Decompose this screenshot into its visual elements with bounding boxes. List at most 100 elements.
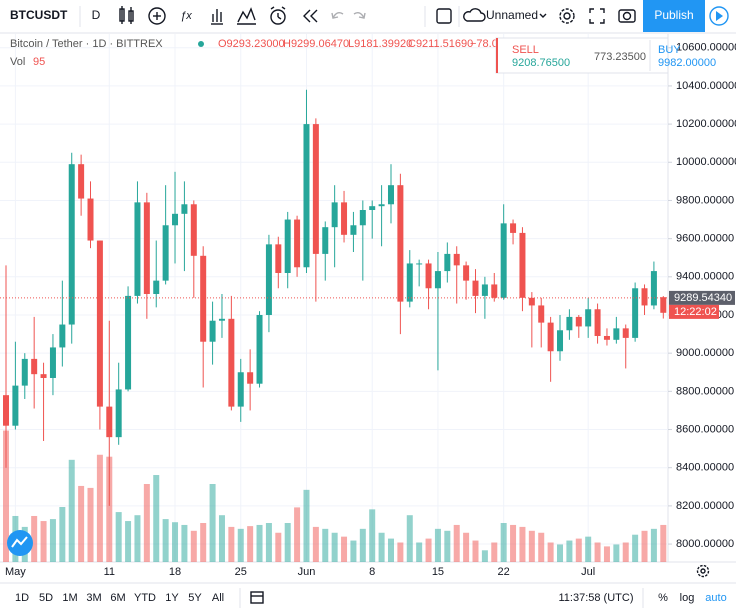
chart-name[interactable]: Unnamed [486,8,538,22]
candle-body [190,204,197,256]
range-button[interactable]: 1M [62,592,77,604]
candle-body [632,288,639,338]
indicators-icon[interactable]: ƒx [180,10,192,22]
chevron[interactable] [539,13,547,18]
buy-price[interactable]: 9982.00000 [658,57,716,69]
undo-button[interactable] [331,11,344,19]
redo-button[interactable] [353,11,366,19]
volume-bar [153,475,160,562]
candle-body [660,297,667,313]
publish-button[interactable] [643,0,705,32]
candle-body [528,297,535,306]
snapshot-button[interactable] [618,9,636,23]
volume-bar [434,528,441,562]
volume-bar [331,532,338,562]
x-tick-label: Jun [298,566,316,578]
range-button[interactable]: 6M [110,592,125,604]
volume-bar [387,538,394,562]
auto-toggle[interactable]: auto [705,592,726,604]
range-button[interactable]: 3M [86,592,101,604]
x-tick-label: May [5,566,26,578]
x-tick-label: 18 [169,566,181,578]
volume-bar [322,528,329,562]
range-button[interactable]: 1Y [165,592,179,604]
legend-change: −78.0 [470,38,498,50]
symbol[interactable]: BTCUSDT [10,8,68,22]
volume-bar [275,532,282,562]
candle-body [341,202,348,235]
volume-bar [134,515,141,562]
sell-label[interactable]: SELL [512,44,539,56]
y-tick-label: 8800.00000 [676,385,734,397]
indicator-templates-button[interactable] [237,7,256,25]
compare-button[interactable] [148,7,166,25]
x-tick-label: 22 [498,566,510,578]
range-button[interactable]: 5D [39,592,53,604]
range-button[interactable]: All [212,592,224,604]
volume-bar [115,512,122,562]
candle-body [641,288,648,306]
volume-bar [378,532,385,562]
play-button[interactable] [709,6,729,26]
axes: 8000.00000 8200.00000 8400.00000 8600.00000… [0,42,736,578]
volume-bar [472,540,479,562]
candle-body [209,320,216,342]
volume-bar [641,530,648,562]
y-tick-label: 10600.00000 [676,42,736,54]
candle-body [406,263,413,302]
symbol-title: Bitcoin / Tether · 1D · BITTREX [10,38,163,50]
y-tick-label: 8400.00000 [676,462,734,474]
fullscreen-button[interactable] [589,8,605,24]
alert-button[interactable] [270,6,286,25]
volume-bar [96,454,103,562]
volume-bar [228,526,235,562]
volume-bar [632,534,639,562]
volume-bar [190,530,197,562]
candle-body [434,271,441,289]
sell-price[interactable]: 9208.76500 [512,57,570,69]
volume-bar [49,519,56,562]
range-button[interactable]: YTD [134,592,156,604]
settings-button[interactable] [559,8,575,24]
volume-bar [416,542,423,562]
volume-bar [162,519,169,562]
range-button[interactable]: 5Y [188,592,202,604]
candle-body [275,244,282,273]
y-tick-label: 8000.00000 [676,538,734,550]
volume-label: Vol [10,56,25,68]
candle-body [650,271,657,306]
candle-body [472,280,479,296]
candle-body [378,204,385,207]
range-button[interactable]: 1D [15,592,29,604]
play-icon [716,11,723,21]
candle-body [134,202,141,296]
volume-bar [425,538,432,562]
candle-body [68,164,75,325]
candle-body [444,253,451,272]
templates-button[interactable] [211,9,223,25]
y-tick-label: 10000.00000 [676,156,736,168]
candle-body [87,198,94,241]
percent-toggle[interactable]: % [658,592,668,604]
volume-bar [397,542,404,562]
candle-body [256,314,263,384]
buy-label[interactable]: BUY [658,44,681,56]
volume-bar [538,532,545,562]
chart-type-button[interactable] [119,6,134,24]
price-label: 9289.54340 [674,292,732,304]
layout-button[interactable] [436,8,452,24]
candle-body [49,347,56,378]
replay-button[interactable] [303,9,318,23]
candle-body [603,335,610,340]
candle-body [359,210,366,226]
volume-bar [312,526,319,562]
log-toggle[interactable]: log [680,592,695,604]
publish-label[interactable]: Publish [654,8,693,22]
candle-body [162,225,169,281]
date-range-button[interactable] [250,591,264,604]
volume-bar [557,544,564,562]
time-axis-settings[interactable] [696,564,710,578]
volume-bar [463,532,470,562]
interval[interactable]: D [92,8,101,22]
